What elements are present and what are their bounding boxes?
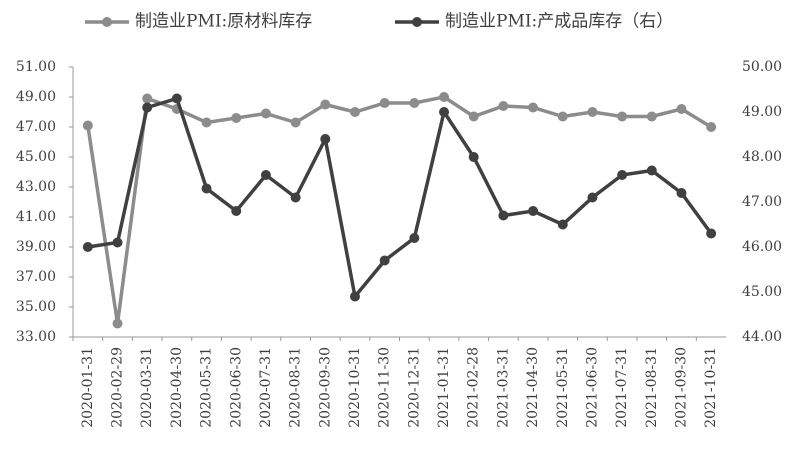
point: [676, 104, 687, 114]
point: [201, 117, 212, 128]
point: [498, 210, 509, 221]
point: [290, 117, 301, 128]
point: [290, 192, 301, 203]
x-tick-label: 2020-03-31: [139, 347, 155, 428]
y-tick-label: 35.00: [16, 299, 56, 315]
x-tick-label: 2021-05-31: [555, 347, 571, 428]
point: [676, 188, 687, 198]
y2-tick-label: 49.00: [742, 104, 782, 120]
series-line: [87, 96, 713, 301]
point: [231, 113, 242, 123]
point: [617, 111, 628, 122]
y-tick-label: 41.00: [16, 209, 56, 225]
point: [349, 291, 360, 302]
point: [320, 99, 331, 110]
point: [646, 165, 657, 176]
x-tick-label: 2020-01-31: [80, 347, 96, 428]
x-tick-label: 2020-07-31: [258, 347, 274, 428]
point: [439, 92, 450, 102]
y-tick-label: 33.00: [16, 329, 56, 345]
x-tick-label: 2021-06-30: [584, 347, 600, 428]
point: [142, 93, 153, 104]
point: [171, 93, 182, 104]
point: [587, 107, 598, 117]
point: [82, 242, 93, 252]
x-tick-label: 2020-04-30: [169, 347, 185, 428]
x-tick-label: 2020-06-30: [228, 347, 244, 428]
point: [646, 111, 657, 122]
point: [201, 183, 212, 194]
point: [112, 318, 123, 329]
point: [528, 102, 539, 113]
x-tick-label: 2020-02-29: [110, 347, 126, 428]
y-tick-label: 45.00: [16, 149, 56, 165]
legend-marker: [102, 17, 112, 27]
x-tick-label: 2020-11-30: [377, 347, 393, 428]
x-tick-label: 2021-02-28: [466, 347, 482, 428]
legend-label: 制造业PMI:产成品库存（右）: [445, 12, 673, 32]
point: [439, 107, 450, 117]
y-tick-label: 43.00: [16, 179, 56, 195]
x-tick-label: 2021-01-31: [436, 347, 452, 428]
y2-tick-label: 44.00: [742, 329, 782, 345]
point: [528, 206, 539, 216]
x-tick-label: 2020-05-31: [199, 347, 215, 428]
point: [557, 219, 568, 230]
point: [142, 102, 153, 113]
point: [409, 98, 420, 108]
x-tick-label: 2021-04-30: [525, 347, 541, 428]
point: [260, 170, 271, 180]
point: [320, 134, 331, 144]
series-line: [86, 95, 713, 324]
point: [557, 111, 568, 122]
x-tick-label: 2020-10-31: [347, 347, 363, 428]
point: [82, 120, 93, 131]
y-tick-label: 39.00: [16, 239, 56, 255]
y2-tick-label: 46.00: [742, 239, 782, 255]
x-tick-label: 2021-08-31: [644, 347, 660, 428]
y-tick-label: 51.00: [16, 59, 56, 75]
x-tick-label: 2021-03-31: [495, 347, 511, 428]
point: [587, 192, 598, 203]
point: [468, 152, 479, 162]
point: [468, 111, 479, 122]
point: [112, 237, 123, 248]
legend-label: 制造业PMI:原材料库存: [135, 12, 312, 32]
point: [260, 108, 271, 119]
y-tick-label: 47.00: [16, 119, 56, 135]
point: [706, 228, 717, 239]
point: [379, 98, 390, 108]
point: [231, 206, 242, 216]
y-tick-label: 49.00: [16, 89, 56, 105]
x-tick-label: 2021-07-31: [614, 347, 630, 428]
y2-tick-label: 48.00: [742, 149, 782, 165]
legend-marker: [412, 17, 422, 27]
y2-tick-label: 47.00: [742, 194, 782, 210]
point: [617, 170, 628, 180]
point: [379, 255, 390, 266]
x-tick-label: 2021-09-30: [673, 347, 689, 428]
y-tick-label: 37.00: [16, 269, 56, 285]
point: [349, 107, 360, 117]
x-tick-label: 2020-09-30: [317, 347, 333, 428]
point: [706, 122, 717, 132]
y2-tick-label: 50.00: [742, 59, 782, 75]
y2-tick-label: 45.00: [742, 284, 782, 300]
x-tick-label: 2021-10-31: [703, 347, 719, 428]
x-tick-label: 2020-12-31: [406, 347, 422, 428]
x-tick-label: 2020-08-31: [288, 347, 304, 428]
point: [498, 101, 509, 111]
point: [409, 233, 420, 243]
